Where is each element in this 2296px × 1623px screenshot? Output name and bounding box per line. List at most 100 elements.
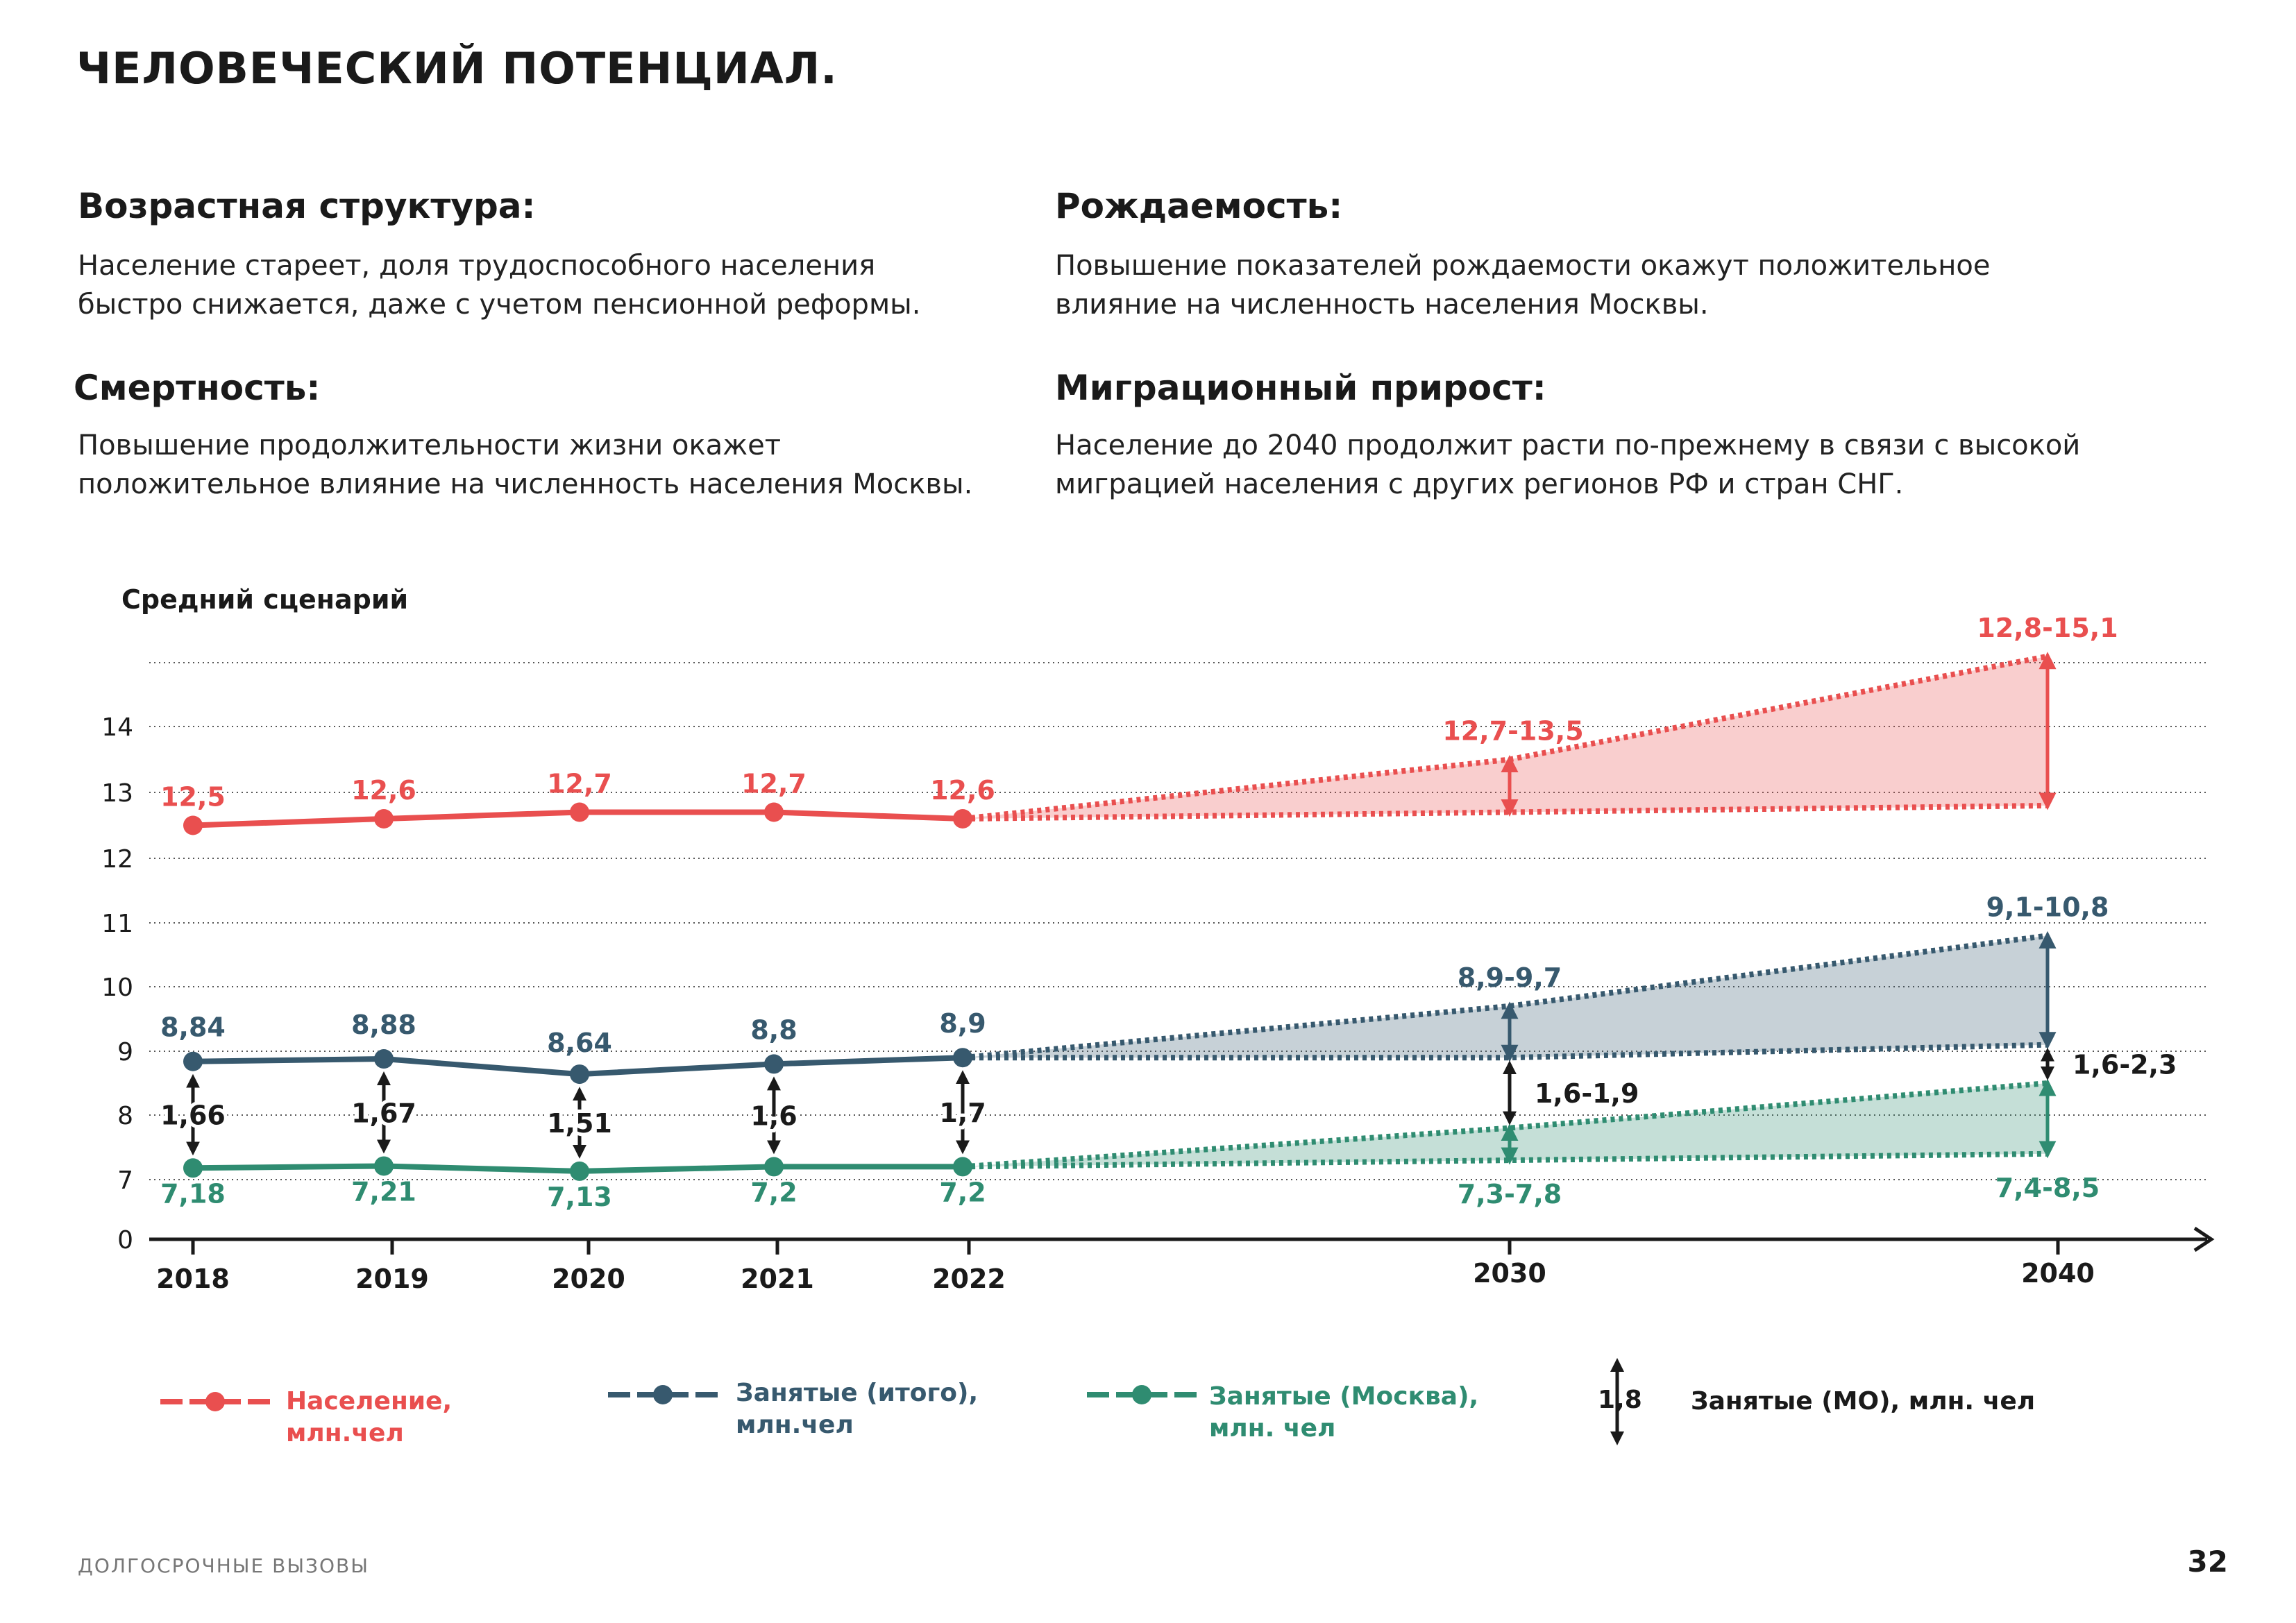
employed-moscow-point <box>764 1157 784 1177</box>
y-tick-label: 8 <box>117 1102 133 1130</box>
birth-rate-line-1: Повышение показателей рождаемости окажут… <box>1055 250 1991 282</box>
employed-mo-label: 1,67 <box>351 1098 416 1128</box>
migration-line-2: миграцией населения с других регионов РФ… <box>1055 468 1904 500</box>
employed-total-forecast-label: 8,9-9,7 <box>1458 962 1562 993</box>
employed-total-point <box>183 1051 203 1071</box>
legend-employed-moscow-swatch <box>1087 1385 1197 1404</box>
age-structure-line-2: быстро снижается, даже с учетом пенсионн… <box>78 289 921 321</box>
employed-total-point <box>764 1054 784 1074</box>
population-forecast-label: 12,8-15,1 <box>1977 613 2118 643</box>
employed-moscow-data-label: 7,18 <box>160 1178 226 1209</box>
employed-moscow-point <box>953 1157 972 1177</box>
population-point <box>374 809 394 829</box>
birth-rate-heading: Рождаемость: <box>1055 186 1343 226</box>
employed-mo-label: 1,6-2,3 <box>2073 1049 2177 1080</box>
y-tick-label: 11 <box>101 910 133 938</box>
chart-title: Средний сценарий <box>121 584 409 615</box>
population-point <box>183 815 203 835</box>
birth-rate-line-2: влияние на численность населения Москвы. <box>1055 289 1709 321</box>
y-tick-label: 10 <box>101 974 133 1002</box>
y-tick-label: 14 <box>101 713 133 742</box>
mortality-heading: Смертность: <box>74 368 321 408</box>
x-tick-label: 2019 <box>355 1264 429 1294</box>
population-data-label: 12,7 <box>741 769 807 799</box>
migration-line-1: Население до 2040 продолжит расти по-пре… <box>1055 430 2081 461</box>
employed-total-point <box>570 1064 589 1085</box>
population-data-label: 12,5 <box>160 782 226 813</box>
y-tick-label: 12 <box>101 845 133 874</box>
mortality-line-1: Повышение продолжительности жизни окажет <box>78 430 782 461</box>
population-data-label: 12,6 <box>930 775 995 806</box>
employed-moscow-forecast-band <box>963 1083 2048 1167</box>
page-title: ЧЕЛОВЕЧЕСКИЙ ПОТЕНЦИАЛ. <box>76 43 838 94</box>
employed-moscow-forecast-high <box>962 1080 2048 1170</box>
x-tick-label: 2040 <box>2021 1258 2095 1289</box>
employed-moscow-point <box>374 1156 394 1176</box>
population-forecast-band <box>963 656 2048 819</box>
page-number: 32 <box>2187 1545 2228 1579</box>
employed-moscow-data-label: 7,21 <box>351 1176 416 1207</box>
population-point <box>570 802 589 822</box>
employed-total-data-label: 8,9 <box>939 1008 986 1039</box>
employed-total-forecast-band <box>963 935 2048 1058</box>
footer-section-name: ДОЛГОСРОЧНЫЕ ВЫЗОВЫ <box>78 1554 369 1577</box>
migration-text: Население до 2040 продолжит расти по-пре… <box>1055 426 2080 504</box>
employed-moscow-point <box>570 1161 589 1181</box>
y-tick-label: 9 <box>117 1038 133 1067</box>
employed-total-point <box>374 1049 394 1069</box>
x-axis-arrow <box>2193 1226 2215 1252</box>
legend-employed-moscow-label: Занятые (Москва), млн. чел <box>1209 1381 1478 1445</box>
y-tick-label: 13 <box>101 779 133 808</box>
legend-population-line-2: млн.чел <box>286 1419 404 1447</box>
population-point <box>764 802 784 822</box>
legend-employed-mo-label: Занятые (МО), млн. чел <box>1691 1387 2036 1416</box>
population-forecast-label: 12,7-13,5 <box>1442 716 1583 747</box>
employed-total-data-label: 8,88 <box>351 1010 416 1040</box>
employed-moscow-forecast-label: 7,4-8,5 <box>1995 1173 2100 1203</box>
legend-population-line-1: Население, <box>286 1387 453 1416</box>
employed-moscow-data-label: 7,2 <box>939 1177 986 1207</box>
legend-employed-moscow-line-2: млн. чел <box>1209 1414 1336 1443</box>
employed-total-point <box>953 1048 972 1068</box>
population-data-label: 12,6 <box>351 775 416 806</box>
y-tick-label: 0 <box>117 1226 133 1255</box>
age-structure-line-1: Население стареет, доля трудоспособного … <box>78 250 876 282</box>
population-point <box>953 809 972 829</box>
birth-rate-text: Повышение показателей рождаемости окажут… <box>1055 246 1990 324</box>
age-structure-heading: Возрастная структура: <box>78 186 536 226</box>
legend-employed-mo-arrow-icon <box>1610 1358 1624 1445</box>
population-data-label: 12,7 <box>547 769 612 799</box>
mortality-line-2: положительное влияние на численность нас… <box>78 468 973 500</box>
x-tick-label: 2022 <box>932 1264 1006 1294</box>
legend-population-label: Население, млн.чел <box>286 1386 452 1450</box>
employed-total-forecast-label: 9,1-10,8 <box>1986 892 2109 922</box>
employed-total-data-label: 8,84 <box>160 1012 226 1043</box>
x-tick-label: 2030 <box>1473 1258 1546 1289</box>
legend-population-swatch <box>160 1392 270 1411</box>
x-tick-label: 2021 <box>741 1264 814 1294</box>
legend-employed-total-swatch <box>608 1385 718 1404</box>
employed-mo-label: 1,6-1,9 <box>1535 1078 1639 1109</box>
employed-total-data-label: 8,8 <box>750 1014 797 1045</box>
mortality-text: Повышение продолжительности жизни окажет… <box>78 426 972 504</box>
employed-total-forecast-high <box>962 933 2048 1061</box>
y-tick-label: 7 <box>117 1166 133 1195</box>
employed-mo-label: 1,66 <box>160 1100 226 1130</box>
age-structure-text: Население стареет, доля трудоспособного … <box>78 246 920 324</box>
x-tick-label: 2018 <box>156 1264 230 1294</box>
legend-employed-moscow-line-1: Занятые (Москва), <box>1209 1382 1479 1411</box>
legend-employed-total-line-2: млн.чел <box>736 1411 854 1439</box>
employed-moscow-point <box>183 1158 203 1178</box>
employed-moscow-data-label: 7,13 <box>547 1182 612 1212</box>
migration-heading: Миграционный прирост: <box>1055 368 1546 408</box>
employed-total-data-label: 8,64 <box>547 1028 612 1058</box>
employed-moscow-forecast-label: 7,3-7,8 <box>1458 1179 1562 1209</box>
x-tick-label: 2020 <box>552 1264 625 1294</box>
employed-mo-label: 1,51 <box>547 1108 612 1139</box>
legend-employed-total-label: Занятые (итого), млн.чел <box>736 1377 978 1441</box>
legend-employed-mo-sample: 1,8 <box>1598 1386 1642 1414</box>
legend-employed-total-line-1: Занятые (итого), <box>736 1379 979 1407</box>
employed-moscow-data-label: 7,2 <box>750 1177 797 1207</box>
employed-mo-label: 1,7 <box>939 1098 986 1128</box>
